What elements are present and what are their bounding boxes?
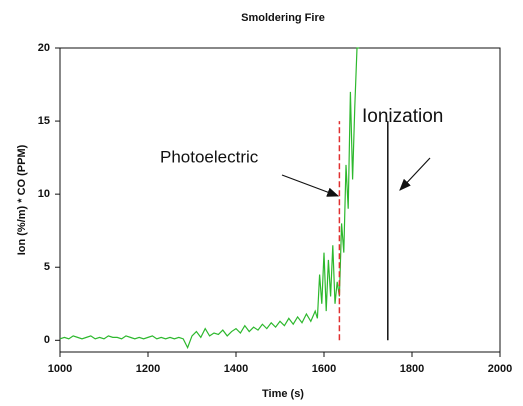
x-axis-label: Time (s)	[262, 388, 304, 400]
y-tick-label: 0	[44, 334, 50, 346]
x-tick-label: 1600	[312, 363, 336, 375]
y-tick-label: 5	[44, 261, 50, 273]
chart-title: Smoldering Fire	[241, 12, 325, 24]
y-tick-label: 15	[38, 115, 50, 127]
y-tick-label: 20	[38, 42, 50, 54]
x-tick-label: 2000	[488, 363, 512, 375]
annotation-arrow	[281, 174, 340, 197]
x-tick-label: 1200	[136, 363, 160, 375]
annotation-arrow	[399, 157, 431, 191]
x-tick-label: 1800	[400, 363, 424, 375]
y-tick-label: 10	[38, 188, 50, 200]
annotation: Ionization	[362, 106, 443, 127]
annotation: Photoelectric	[160, 147, 259, 166]
data-line	[59, 47, 360, 350]
x-tick-label: 1000	[48, 363, 72, 375]
plot-frame	[59, 47, 501, 353]
x-tick-label: 1400	[224, 363, 248, 375]
y-axis-label: Ion (%/m) * CO (PPM)	[16, 144, 28, 255]
